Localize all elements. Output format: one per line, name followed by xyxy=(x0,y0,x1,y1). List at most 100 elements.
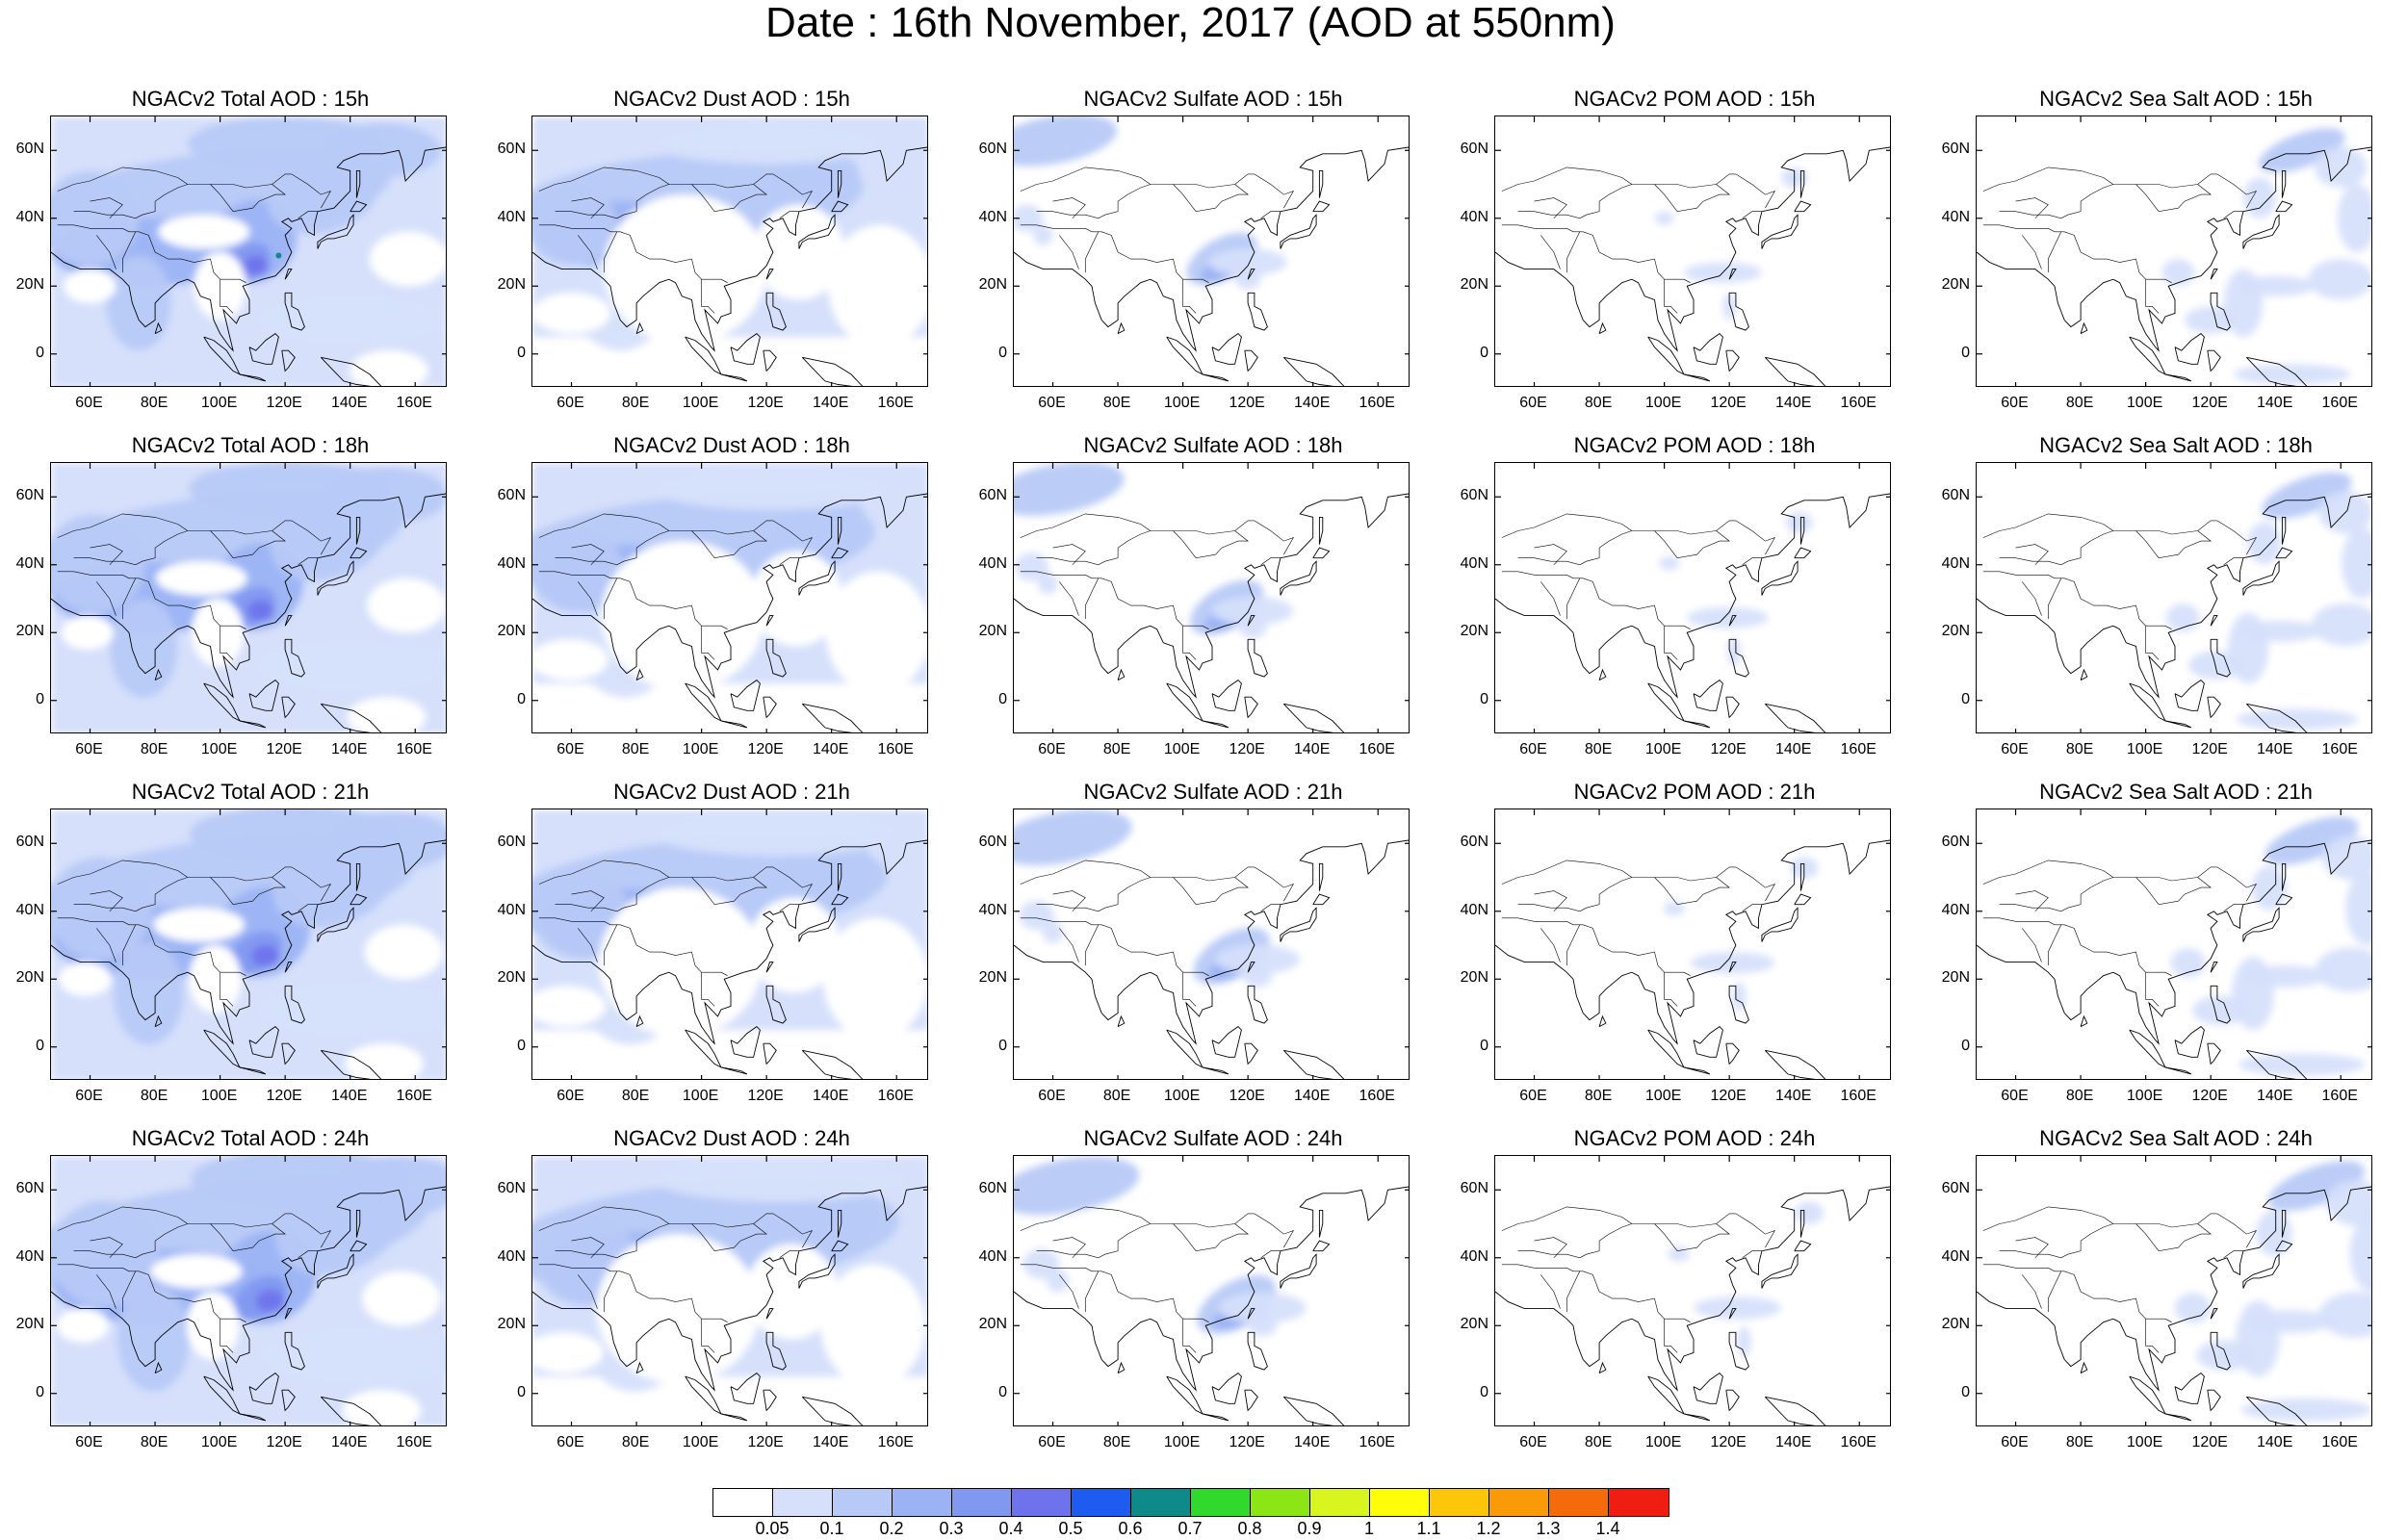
aod-clear-area xyxy=(601,541,764,691)
x-tick-label: 120E xyxy=(1229,741,1265,757)
coastline xyxy=(2080,668,2088,680)
country-border xyxy=(1501,917,1691,976)
y-tick-label: 60N xyxy=(497,487,526,504)
country-border xyxy=(122,231,137,273)
aod-field-svg xyxy=(51,463,446,732)
y-tick-label: 60N xyxy=(1460,1180,1488,1197)
y-tick-label: 20N xyxy=(1460,276,1488,294)
country-border xyxy=(1534,890,1567,912)
aod-plume xyxy=(1243,965,1272,988)
country-border xyxy=(571,890,605,912)
coastline xyxy=(317,214,354,249)
colorbar-box xyxy=(1609,1489,1669,1516)
panel-title: NGACv2 Sea Salt AOD : 21h xyxy=(2039,780,2313,804)
x-tick-label: 140E xyxy=(2257,1434,2293,1450)
country-border xyxy=(2048,231,2062,273)
aod-shading xyxy=(532,809,927,1045)
coastline xyxy=(284,638,305,678)
panel-title: NGACv2 Dust AOD : 21h xyxy=(613,780,850,804)
panel-title: NGACv2 Total AOD : 15h xyxy=(131,87,370,111)
y-tick-label: 20N xyxy=(15,1316,44,1333)
aod-plume xyxy=(1042,921,1064,944)
coastline xyxy=(355,169,361,198)
x-tick-label: 100E xyxy=(1644,741,1682,757)
coastline xyxy=(1166,1375,1203,1415)
aod-plume xyxy=(106,255,171,351)
coastline xyxy=(2242,907,2280,942)
country-border xyxy=(2145,1319,2160,1353)
country-border xyxy=(210,877,286,906)
aod-clear-area xyxy=(155,561,247,596)
map-panel-total-24h: NGACv2 Total AOD : 24h 60N 40N 20N 0 60E 80E 10… xyxy=(0,1126,481,1468)
country-border xyxy=(96,235,116,270)
x-tick-label: 100E xyxy=(2126,1434,2163,1450)
coastline xyxy=(1761,214,1799,249)
country-border xyxy=(1566,924,1581,966)
country-border xyxy=(57,224,246,283)
x-tick-label: 120E xyxy=(266,741,302,757)
country-border xyxy=(57,917,246,976)
map-panel-total-15h: NGACv2 Total AOD : 15h 60N 40N 20N 0 60E 80E 10… xyxy=(0,87,481,428)
x-tick-label: 140E xyxy=(813,741,849,757)
colorbar-label: 0.5 xyxy=(1058,1519,1083,1538)
aod-plume xyxy=(2242,177,2276,218)
map-plot-area xyxy=(50,116,447,387)
coastline xyxy=(1728,269,1737,280)
country-border xyxy=(1566,1270,1581,1313)
coastline xyxy=(51,493,446,699)
x-tick-label: 160E xyxy=(396,741,432,757)
y-tick-label: 20N xyxy=(15,623,44,640)
y-tick-label: 60N xyxy=(1941,834,1970,851)
aod-plume xyxy=(252,293,446,347)
y-tick-label: 40N xyxy=(1460,1247,1488,1265)
aod-field-svg xyxy=(532,463,927,732)
coastline xyxy=(2164,720,2192,729)
aod-shading xyxy=(51,1156,446,1425)
country-border xyxy=(2223,1250,2243,1259)
coastline xyxy=(248,333,279,365)
aod-field-svg xyxy=(1014,809,1409,1079)
x-tick-label: 60E xyxy=(1519,1434,1547,1450)
coastline xyxy=(2281,1209,2287,1238)
country-border xyxy=(1059,928,1079,962)
aod-field-svg xyxy=(51,809,446,1079)
x-tick-label: 80E xyxy=(1584,1434,1613,1450)
aod-clear-area xyxy=(364,924,443,980)
y-tick-label: 0 xyxy=(998,344,1007,361)
country-border xyxy=(604,924,618,966)
coastline xyxy=(765,1331,787,1371)
coastline xyxy=(2275,547,2293,559)
aod-field-svg xyxy=(1495,116,1890,386)
x-tick-label: 100E xyxy=(1163,1434,1201,1450)
x-tick-label: 60E xyxy=(2001,395,2029,411)
y-tick-label: 0 xyxy=(36,344,44,361)
x-tick-label: 140E xyxy=(813,1088,849,1104)
aod-clear-area xyxy=(532,986,606,1027)
x-tick-label: 80E xyxy=(1102,1434,1131,1450)
country-border xyxy=(1085,578,1100,620)
x-tick-label: 80E xyxy=(140,1088,168,1104)
coastline xyxy=(2245,1396,2308,1425)
coastline xyxy=(355,516,361,545)
aod-plume xyxy=(2256,1210,2292,1257)
colorbar-box xyxy=(1072,1489,1131,1516)
aod-plume xyxy=(1014,1156,1140,1216)
map-plot-area xyxy=(1494,808,1891,1080)
map-plot-area xyxy=(1494,116,1891,387)
country-border xyxy=(90,890,123,912)
aod-plume xyxy=(653,467,891,510)
coastline xyxy=(763,696,777,719)
country-border xyxy=(1534,197,1567,219)
y-tick-label: 60N xyxy=(1460,487,1488,504)
y-tick-label: 20N xyxy=(1941,276,1970,294)
coastline xyxy=(2242,1253,2280,1289)
aod-clear-area xyxy=(186,1292,240,1360)
aod-plume xyxy=(1794,1201,1825,1225)
y-tick-label: 20N xyxy=(978,1316,1007,1333)
map-panel-seasalt-18h: NGACv2 Sea Salt AOD : 18h 60N 40N 20N 0 60E 80… xyxy=(1926,433,2381,775)
colorbar-box xyxy=(1549,1489,1609,1516)
panel-title: NGACv2 Sea Salt AOD : 15h xyxy=(2039,87,2313,111)
country-border xyxy=(691,877,767,906)
coastline xyxy=(1725,696,1740,719)
